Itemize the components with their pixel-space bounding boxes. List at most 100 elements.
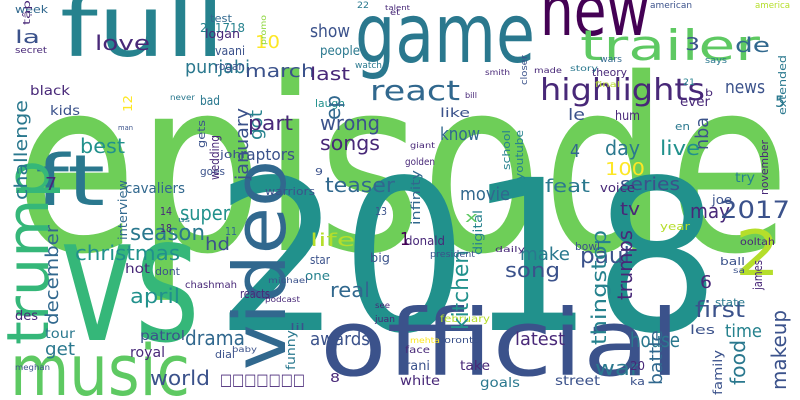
word: vaani — [215, 44, 245, 58]
word: day — [605, 136, 640, 160]
word: 3 — [685, 34, 700, 55]
word: new — [540, 0, 650, 52]
word: kids — [50, 104, 80, 119]
word: paul — [580, 244, 630, 269]
word: 100 — [605, 159, 645, 180]
word: season — [130, 221, 205, 246]
word: trump — [0, 160, 62, 345]
word: black — [30, 84, 71, 99]
word: april — [130, 284, 180, 308]
word: warriors — [265, 185, 315, 198]
word: 12 — [121, 95, 135, 112]
word: youtube — [513, 130, 526, 180]
word: wedding — [208, 135, 222, 180]
word: drama — [185, 326, 245, 350]
word: 20 — [630, 359, 645, 373]
word: promo — [259, 15, 268, 45]
word: patrol — [140, 329, 185, 344]
word: interview — [116, 180, 130, 240]
word: december — [42, 224, 63, 325]
word: get — [45, 339, 75, 360]
word: closer — [520, 55, 530, 85]
word: x — [465, 210, 478, 226]
word: ft — [35, 140, 105, 222]
word: hot — [125, 262, 150, 277]
word: goes — [200, 165, 225, 178]
word: meghan — [15, 363, 50, 372]
word: hd — [205, 234, 230, 255]
word: ka — [630, 375, 645, 388]
word: 2018 — [215, 135, 720, 380]
word: cavaliers — [125, 181, 185, 197]
word: 21 — [683, 78, 695, 88]
word: tv — [620, 199, 640, 220]
word: street — [555, 374, 600, 389]
word: 201718 — [200, 21, 245, 35]
word: 22 — [357, 1, 369, 11]
word: love — [95, 31, 150, 55]
word: got — [246, 110, 267, 140]
word: try — [735, 171, 755, 186]
word: story — [570, 64, 598, 73]
word: donald — [405, 234, 445, 248]
word: latest — [515, 329, 565, 350]
word: juan — [374, 315, 395, 325]
word: video — [218, 160, 302, 370]
word: president — [430, 250, 475, 260]
word: john — [219, 148, 250, 161]
word: official — [320, 290, 680, 397]
word: 2017 — [720, 196, 790, 224]
word: march — [245, 61, 315, 82]
word: giant — [410, 141, 435, 150]
word: de — [735, 33, 770, 57]
word: part — [248, 111, 293, 135]
word: world — [150, 366, 210, 390]
word: awards — [310, 329, 370, 350]
word: voice — [600, 181, 635, 195]
word: made — [534, 66, 562, 75]
word: vs — [60, 179, 200, 382]
word: war — [595, 356, 641, 380]
word: challenge — [11, 100, 32, 200]
word: test — [210, 12, 233, 25]
word: one — [305, 269, 330, 283]
word: week — [15, 3, 49, 16]
word: golden — [405, 157, 435, 168]
word: wrong — [320, 111, 380, 135]
word: 18 — [160, 222, 172, 235]
word: last — [310, 64, 350, 85]
word: nba — [692, 117, 713, 150]
word: raptors — [240, 145, 295, 164]
word: le — [568, 105, 585, 124]
word: state — [715, 296, 745, 309]
word: feat — [545, 176, 590, 197]
word: february — [440, 314, 490, 325]
word: 13 — [375, 205, 387, 218]
word: ep — [321, 95, 345, 120]
word: en — [675, 120, 690, 133]
word: america — [755, 1, 790, 11]
word: face — [405, 345, 430, 356]
word: white — [400, 374, 440, 389]
word: chashmah — [185, 280, 237, 291]
word: 5 — [775, 92, 785, 111]
word: talent — [385, 4, 410, 12]
word: battle — [646, 330, 667, 385]
word: bill — [465, 91, 477, 100]
word: first — [695, 298, 745, 323]
word: see — [375, 301, 390, 310]
word: never — [170, 93, 196, 102]
word: american — [650, 1, 692, 11]
word: tập — [21, 0, 33, 25]
word: ooltah — [740, 237, 775, 248]
word: life — [310, 230, 355, 251]
word: 6 — [700, 272, 712, 293]
word: make — [520, 244, 570, 265]
word: 2 — [735, 217, 780, 290]
word: daily — [495, 245, 525, 254]
word: january — [232, 108, 253, 181]
word: game — [355, 0, 535, 82]
word: b — [705, 88, 713, 99]
word: extended — [776, 55, 789, 115]
word: christmas — [75, 241, 180, 265]
